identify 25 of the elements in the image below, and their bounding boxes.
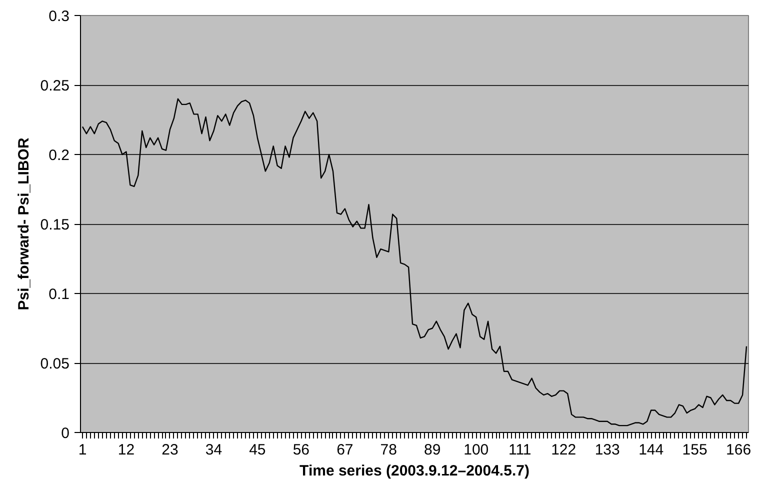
x-tick-label: 89 (424, 442, 441, 458)
x-tick-label: 133 (594, 442, 620, 458)
x-tick-label: 67 (336, 442, 354, 458)
x-tick-label: 144 (638, 442, 664, 458)
x-tick-label: 111 (508, 442, 532, 458)
x-tick-label: 45 (249, 442, 266, 458)
x-tick-label: 12 (118, 442, 135, 458)
x-axis-title: Time series (2003.9.12–2004.5.7) (300, 462, 530, 480)
y-axis-title: Psi_forward- Psi_LIBOR (15, 138, 32, 310)
y-tick-label: 0.3 (48, 8, 70, 25)
x-tick-label: 78 (380, 442, 397, 458)
x-tick-label: 23 (162, 442, 178, 458)
x-tick-label: 34 (205, 442, 222, 458)
x-tick-label: 155 (682, 442, 708, 458)
x-tick-label: 166 (726, 442, 752, 458)
y-tick-label: 0.1 (48, 286, 70, 303)
y-tick-label: 0.05 (40, 356, 70, 372)
x-tick-label: 100 (464, 442, 489, 458)
x-tick-label: 56 (292, 442, 310, 458)
y-tick-label: 0.15 (40, 216, 70, 234)
y-tick-label: 0.2 (48, 147, 70, 164)
y-tick-label: 0 (61, 425, 70, 442)
x-tick-label: 122 (551, 442, 576, 458)
x-tick-label: 1 (78, 442, 87, 458)
y-tick-label: 0.25 (40, 78, 70, 94)
